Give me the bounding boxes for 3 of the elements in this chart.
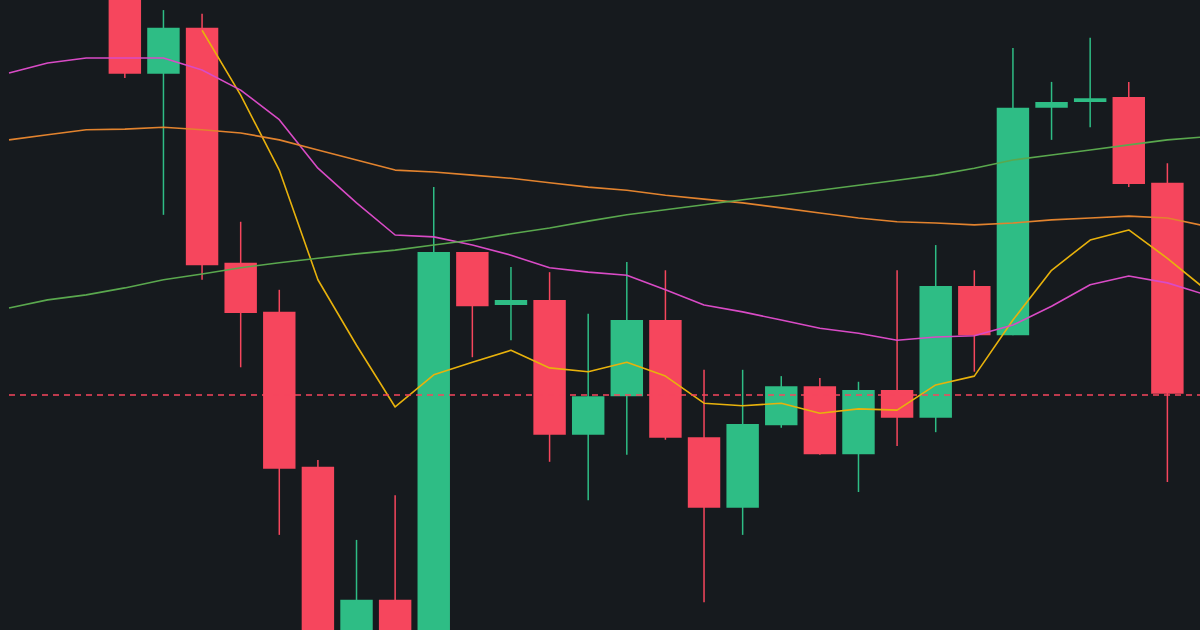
candlestick [494,266,528,341]
candlestick [1073,37,1107,129]
candlestick [1035,81,1068,141]
